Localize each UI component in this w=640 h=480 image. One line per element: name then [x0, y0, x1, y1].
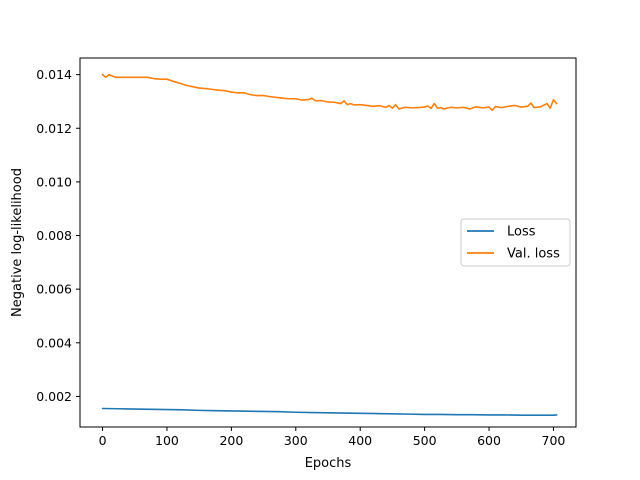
x-tick-label-700: 700	[542, 433, 566, 448]
x-tick-label-300: 300	[284, 433, 308, 448]
ticks-layer: 0 100 200 300 400 500 600 700 0.002 0.004 0.006 0.0…	[36, 67, 565, 448]
x-tick-label-100: 100	[155, 433, 179, 448]
y-axis-label: Negative log-likelihood	[10, 168, 25, 317]
legend-label-val-loss: Val. loss	[507, 247, 560, 262]
y-tick-label-1: 0.004	[36, 335, 72, 350]
series-line-loss	[101, 407, 558, 417]
x-tick-label-0: 0	[99, 433, 107, 448]
x-tick-label-400: 400	[348, 433, 372, 448]
series-line-val-loss	[101, 73, 558, 112]
x-tick-label-500: 500	[413, 433, 437, 448]
x-tick-label-600: 600	[477, 433, 501, 448]
x-tick-label-200: 200	[219, 433, 243, 448]
series-layer	[101, 73, 558, 417]
y-tick-label-3: 0.008	[36, 228, 72, 243]
y-tick-label-2: 0.006	[36, 282, 72, 297]
axes-frame	[79, 57, 577, 428]
legend-label-loss: Loss	[507, 225, 536, 240]
y-tick-label-5: 0.012	[36, 121, 72, 136]
y-tick-label-6: 0.014	[36, 67, 72, 82]
legend: Loss Val. loss	[460, 218, 571, 267]
x-axis-label: Epochs	[305, 456, 352, 471]
y-tick-label-0: 0.002	[36, 389, 72, 404]
y-tick-label-4: 0.010	[36, 174, 72, 189]
